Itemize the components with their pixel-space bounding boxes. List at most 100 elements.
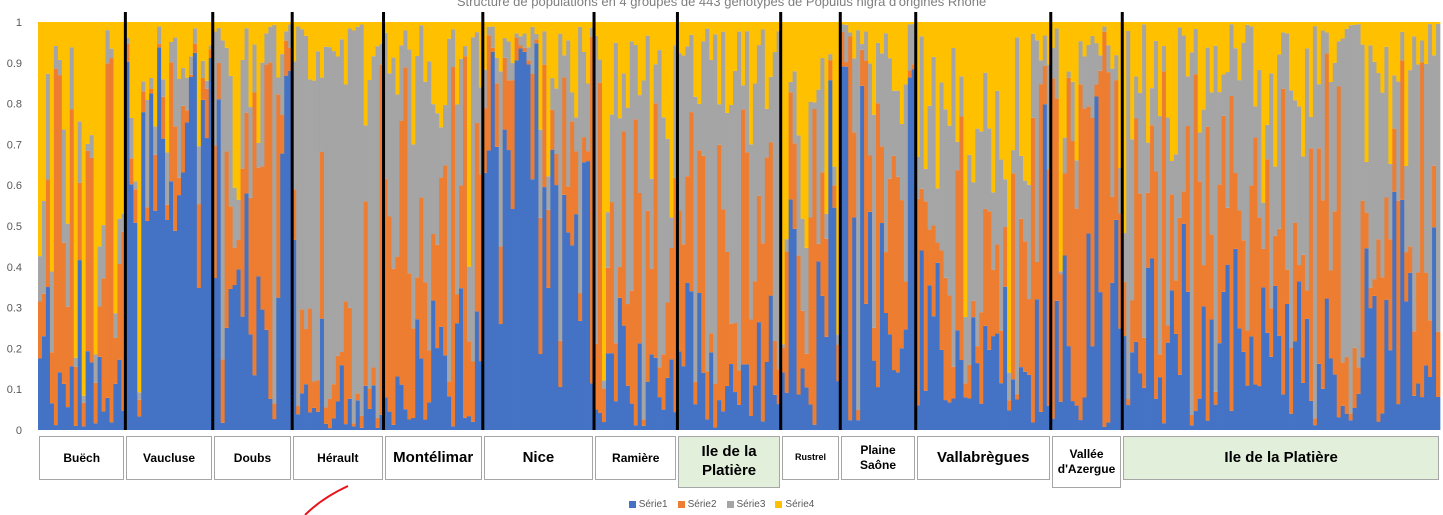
bar-segment-Série3 [963, 317, 968, 384]
bar-segment-Série2 [1158, 354, 1163, 378]
bar-segment-Série3 [1138, 92, 1143, 194]
bar-segment-Série1 [951, 398, 956, 430]
bar-segment-Série4 [355, 22, 361, 27]
bar-segment-Série3 [1340, 38, 1346, 363]
bar-segment-Série1 [891, 370, 897, 430]
bar-segment-Série3 [979, 131, 984, 313]
bar-segment-Série1 [1221, 291, 1226, 430]
bar-segment-Série1 [538, 354, 543, 430]
bar-segment-Série2 [594, 343, 599, 410]
bar-segment-Série4 [423, 22, 428, 82]
bar-segment-Série1 [876, 387, 881, 430]
bar-segment-Série2 [81, 402, 87, 427]
bar-segment-Série2 [748, 319, 754, 417]
bar-segment-Série1 [1062, 255, 1068, 430]
bar-segment-Série1 [1118, 328, 1123, 430]
bar-segment-Série2 [161, 96, 166, 139]
bar-segment-Série1 [1432, 227, 1437, 430]
bar-segment-Série3 [1106, 45, 1111, 73]
bar-segment-Série1 [153, 210, 158, 430]
bar-segment-Série3 [1098, 55, 1103, 71]
bar-segment-Série3 [93, 354, 98, 383]
bar-segment-Série3 [931, 56, 936, 226]
bar-segment-Série3 [208, 45, 214, 50]
legend-swatch [775, 501, 783, 508]
bar-segment-Série3 [498, 71, 504, 247]
bar-segment-Série3 [586, 83, 591, 152]
bar-segment-Série1 [879, 223, 885, 430]
bar-segment-Série3 [907, 24, 913, 71]
bar-segment-Série1 [470, 421, 476, 430]
bar-segment-Série4 [395, 22, 400, 95]
bar-segment-Série1 [38, 358, 43, 430]
bar-segment-Série4 [717, 22, 722, 105]
bar-segment-Série1 [443, 355, 448, 430]
bar-segment-Série4 [748, 22, 754, 145]
bar-segment-Série1 [558, 386, 563, 430]
bar-segment-Série1 [780, 372, 786, 430]
bar-segment-Série3 [1015, 37, 1020, 395]
bar-segment-Série2 [65, 306, 71, 408]
bar-segment-Série3 [1245, 24, 1250, 331]
bar-segment-Série1 [665, 377, 670, 430]
bar-segment-Série1 [431, 300, 436, 430]
bar-segment-Série3 [721, 31, 726, 210]
bar-segment-Série2 [840, 32, 845, 67]
bar-segment-Série3 [1432, 55, 1437, 166]
bar-segment-Série3 [1332, 62, 1338, 212]
bar-segment-Série2 [1102, 31, 1107, 427]
bar-segment-Série4 [383, 22, 388, 33]
legend-label: Série2 [687, 499, 717, 510]
bar-segment-Série2 [832, 185, 837, 208]
bar-segment-Série4 [1384, 22, 1389, 47]
bar-segment-Série3 [1181, 35, 1187, 192]
bar-segment-Série3 [1122, 233, 1127, 282]
bar-segment-Série1 [625, 385, 631, 430]
bar-segment-Série2 [598, 82, 603, 413]
bar-segment-Série3 [959, 76, 964, 117]
bar-segment-Série1 [1364, 248, 1369, 430]
bar-segment-Série4 [1102, 22, 1107, 27]
bar-segment-Série1 [117, 359, 122, 430]
bar-segment-Série1 [1285, 303, 1290, 430]
bar-segment-Série1 [220, 422, 226, 430]
bar-segment-Série1 [661, 409, 666, 430]
bar-segment-Série4 [419, 22, 424, 26]
bar-segment-Série4 [1209, 22, 1214, 93]
bar-segment-Série1 [1412, 395, 1417, 430]
y-tick-label: 0.9 [7, 58, 22, 70]
bar-segment-Série4 [1432, 22, 1437, 56]
bar-segment-Série4 [1019, 22, 1024, 156]
bar-segment-Série3 [681, 55, 686, 245]
bar-segment-Série3 [570, 92, 575, 122]
bar-segment-Série1 [856, 420, 861, 430]
bar-segment-Série1 [601, 422, 607, 430]
bar-segment-Série3 [403, 30, 408, 68]
bar-segment-Série3 [844, 24, 849, 63]
bar-segment-Série4 [975, 22, 980, 129]
bar-segment-Série2 [864, 60, 869, 304]
bar-segment-Série1 [677, 351, 682, 430]
bar-segment-Série1 [208, 58, 214, 430]
bar-segment-Série2 [1392, 128, 1397, 192]
bar-segment-Série3 [153, 126, 158, 155]
bar-segment-Série1 [983, 325, 988, 430]
bar-segment-Série4 [1158, 22, 1163, 117]
bar-segment-Série3 [149, 77, 154, 89]
bar-segment-Série2 [1328, 270, 1334, 359]
bar-segment-Série2 [41, 293, 47, 337]
bar-segment-Série3 [105, 30, 110, 64]
bar-segment-Série4 [462, 22, 468, 47]
bar-segment-Série2 [1209, 234, 1214, 320]
bar-segment-Série3 [1054, 28, 1060, 99]
bar-segment-Série2 [423, 282, 428, 420]
bar-segment-Série3 [971, 182, 976, 301]
bar-segment-Série2 [717, 144, 722, 401]
bar-segment-Série1 [1293, 341, 1298, 430]
bar-segment-Série1 [744, 364, 750, 430]
bar-segment-Série1 [411, 418, 416, 430]
bar-segment-Série1 [284, 75, 289, 430]
bar-segment-Série3 [431, 104, 436, 234]
bar-segment-Série1 [260, 309, 265, 430]
population-label: Hérault [293, 436, 383, 480]
